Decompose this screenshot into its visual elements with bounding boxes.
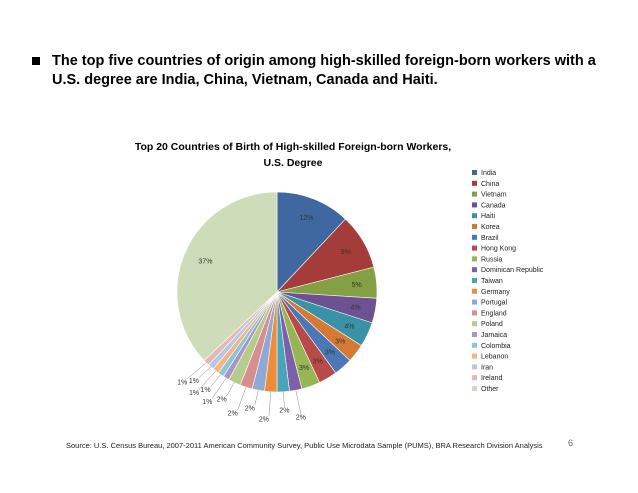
legend-swatch-jamaica bbox=[472, 332, 477, 337]
pie-label-germany: 2% bbox=[259, 416, 269, 423]
legend-swatch-china bbox=[472, 180, 477, 186]
legend-label-poland: Poland bbox=[481, 321, 503, 328]
pie-label-iran: 1% bbox=[189, 378, 199, 385]
legend-label-vietnam: Vietnam bbox=[481, 192, 507, 199]
legend-label-jamaica: Jamaica bbox=[481, 332, 507, 339]
pie-label-portugal: 2% bbox=[245, 405, 255, 412]
pie-leader-line-colombia bbox=[210, 374, 221, 387]
legend-swatch-germany bbox=[472, 288, 477, 294]
pie-label-brazil: 3% bbox=[325, 350, 335, 357]
legend-label-canada: Canada bbox=[481, 202, 506, 209]
pie-label-haiti: 4% bbox=[344, 324, 354, 331]
pie-labels: 12%9%5%4%4%3%3%3%3%2%2%2%2%2%2%1%1%1%1%1… bbox=[177, 215, 362, 423]
legend-swatch-taiwan bbox=[472, 278, 477, 283]
pie-leader-line-jamaica bbox=[212, 377, 227, 399]
pie-label-ireland: 1% bbox=[177, 379, 187, 386]
legend-swatch-dominican-republic bbox=[472, 267, 477, 273]
legend-label-hong-kong: Hong Kong bbox=[481, 246, 516, 253]
source-note: Source: U.S. Census Bureau, 2007-2011 Am… bbox=[66, 441, 543, 450]
pie-leader-line-dominican-republic bbox=[295, 390, 302, 414]
legend: India China Vietnam Canada Haiti Korea Brazil H… bbox=[472, 170, 544, 393]
pie-leader-line-iran bbox=[198, 366, 212, 378]
bullet-point: The top five countries of origin among h… bbox=[32, 52, 612, 90]
legend-label-india: India bbox=[481, 170, 496, 177]
pie-label-hong-kong: 3% bbox=[313, 358, 323, 365]
bullet-text: The top five countries of origin among h… bbox=[52, 53, 596, 88]
legend-label-china: China bbox=[481, 181, 499, 188]
pie-leader-line-germany bbox=[268, 391, 271, 416]
pie-leader-line-poland bbox=[226, 382, 235, 396]
legend-label-lebanon: Lebanon bbox=[481, 354, 508, 361]
legend-label-other: Other bbox=[481, 386, 499, 393]
legend-label-england: England bbox=[481, 310, 507, 317]
pie-label-china: 9% bbox=[341, 249, 351, 256]
pie-slice-india bbox=[276, 191, 346, 293]
chart-title-line1: Top 20 Countries of Birth of High-skille… bbox=[135, 141, 451, 153]
legend-swatch-lebanon bbox=[472, 353, 477, 359]
legend-swatch-korea bbox=[472, 224, 477, 229]
legend-swatch-haiti bbox=[472, 213, 477, 219]
legend-label-iran: Iran bbox=[481, 364, 493, 371]
legend-label-brazil: Brazil bbox=[481, 235, 499, 242]
legend-label-ireland: Ireland bbox=[481, 375, 503, 382]
pie-label-russia: 3% bbox=[299, 365, 309, 372]
pie-leader-line-lebanon bbox=[198, 370, 216, 390]
pie-label-india: 12% bbox=[299, 215, 313, 222]
pie-label-vietnam: 5% bbox=[352, 282, 362, 289]
page-number: 6 bbox=[568, 438, 574, 448]
legend-swatch-canada bbox=[472, 202, 477, 208]
legend-swatch-iran bbox=[472, 364, 477, 370]
legend-swatch-other bbox=[472, 386, 477, 391]
legend-swatch-hong-kong bbox=[472, 245, 477, 251]
legend-swatch-brazil bbox=[472, 234, 477, 240]
legend-swatch-england bbox=[472, 310, 477, 316]
pie-leader-line-england bbox=[237, 387, 247, 410]
pie-label-korea: 3% bbox=[335, 339, 345, 346]
legend-swatch-colombia bbox=[472, 342, 477, 348]
pie-label-taiwan: 2% bbox=[279, 407, 289, 414]
pie-leader-line-ireland bbox=[187, 362, 207, 379]
legend-label-taiwan: Taiwan bbox=[481, 278, 503, 285]
legend-label-portugal: Portugal bbox=[481, 300, 508, 307]
legend-label-korea: Korea bbox=[481, 224, 500, 231]
legend-swatch-ireland bbox=[472, 375, 477, 381]
pie-label-poland: 2% bbox=[217, 396, 227, 403]
legend-label-dominican-republic: Dominican Republic bbox=[481, 267, 544, 274]
pie-label-other: 37% bbox=[198, 259, 212, 266]
pie-leader-line-taiwan bbox=[283, 391, 285, 407]
legend-swatch-india bbox=[472, 170, 477, 175]
pie-label-dominican-republic: 2% bbox=[296, 414, 306, 421]
legend-swatch-poland bbox=[472, 321, 477, 327]
pie-slice-other bbox=[176, 191, 278, 361]
legend-swatch-portugal bbox=[472, 299, 477, 305]
legend-swatch-vietnam bbox=[472, 191, 477, 197]
legend-label-haiti: Haiti bbox=[481, 213, 495, 220]
pie-label-canada: 4% bbox=[351, 304, 361, 311]
legend-label-colombia: Colombia bbox=[481, 343, 511, 350]
pie-slices bbox=[176, 191, 378, 393]
legend-label-russia: Russia bbox=[481, 256, 503, 263]
chart-title-line2: U.S. Degree bbox=[264, 157, 323, 169]
pie-label-jamaica: 1% bbox=[202, 399, 212, 406]
pie-label-england: 2% bbox=[228, 410, 238, 417]
pie-label-lebanon: 1% bbox=[189, 390, 199, 397]
pie-leader-line-portugal bbox=[254, 390, 259, 405]
pie-label-colombia: 1% bbox=[201, 387, 211, 394]
legend-label-germany: Germany bbox=[481, 289, 510, 296]
legend-swatch-russia bbox=[472, 256, 477, 262]
bullet-square-icon bbox=[32, 57, 40, 65]
